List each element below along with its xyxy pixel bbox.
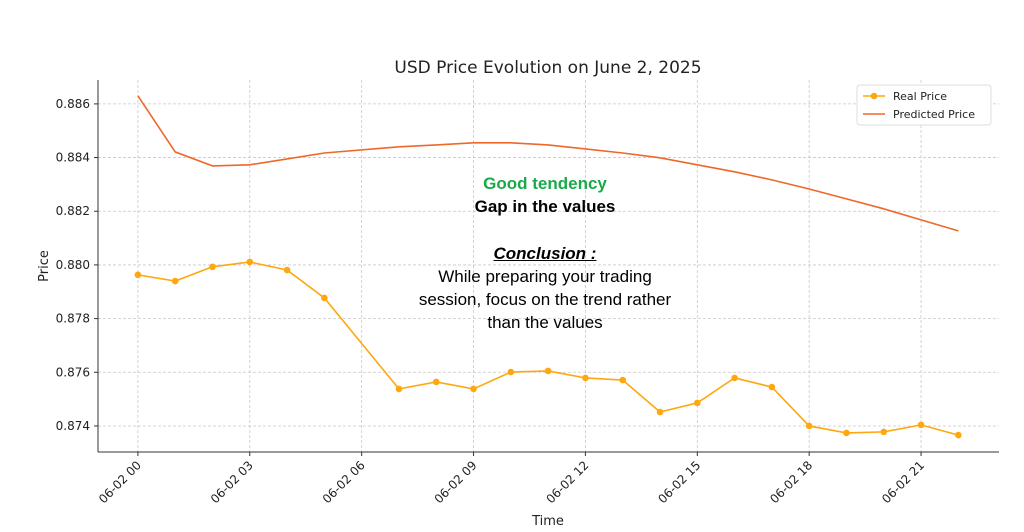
data-point	[917, 421, 925, 429]
annotation: Good tendency	[483, 174, 607, 193]
annotation: Gap in the values	[474, 197, 616, 216]
data-point	[582, 374, 589, 382]
legend-label: Real Price	[893, 90, 947, 103]
data-point	[321, 294, 328, 302]
data-point	[507, 368, 515, 376]
x-tick-label: 06-02 00	[96, 458, 144, 506]
x-axis-label: Time	[531, 514, 564, 528]
series-line	[137, 95, 959, 232]
y-tick-label: 0.884	[56, 151, 90, 165]
series-line	[137, 261, 959, 436]
data-point	[283, 266, 291, 274]
data-point	[134, 271, 142, 279]
data-point	[880, 428, 888, 436]
legend-label: Predicted Price	[893, 108, 975, 121]
data-point	[171, 277, 179, 285]
y-tick-label: 0.874	[56, 419, 90, 433]
x-tick-label: 06-02 03	[208, 458, 256, 506]
x-tick-label: 06-02 18	[767, 458, 815, 506]
data-point	[843, 429, 850, 437]
data-point	[768, 383, 776, 391]
y-tick-label: 0.876	[56, 365, 90, 379]
data-point	[731, 374, 738, 382]
x-tick-label: 06-02 15	[655, 458, 703, 506]
chart-title: USD Price Evolution on June 2, 2025	[394, 58, 701, 78]
y-tick-label: 0.878	[56, 312, 90, 326]
x-tick-label: 06-02 09	[432, 458, 480, 506]
y-tick-label: 0.880	[56, 258, 90, 272]
data-point	[805, 422, 813, 430]
data-point	[544, 367, 552, 375]
data-point	[246, 258, 254, 266]
y-tick-label: 0.886	[56, 97, 90, 111]
annotation: Conclusion :	[493, 244, 597, 263]
y-axis-label: Price	[37, 250, 52, 282]
y-tick-label: 0.882	[56, 204, 90, 218]
annotation: While preparing your trading session, fo…	[418, 267, 672, 332]
data-point	[209, 263, 216, 271]
data-point	[432, 378, 440, 386]
data-point	[395, 385, 403, 393]
data-point	[619, 376, 627, 384]
x-tick-label: 06-02 12	[543, 458, 591, 506]
legend-marker	[870, 92, 878, 100]
data-point	[955, 431, 962, 439]
x-tick-label: 06-02 06	[320, 458, 368, 506]
data-point	[656, 408, 664, 416]
data-point	[693, 399, 701, 407]
legend-box	[856, 84, 992, 126]
data-point	[470, 385, 477, 393]
x-tick-label: 06-02 21	[879, 458, 927, 506]
